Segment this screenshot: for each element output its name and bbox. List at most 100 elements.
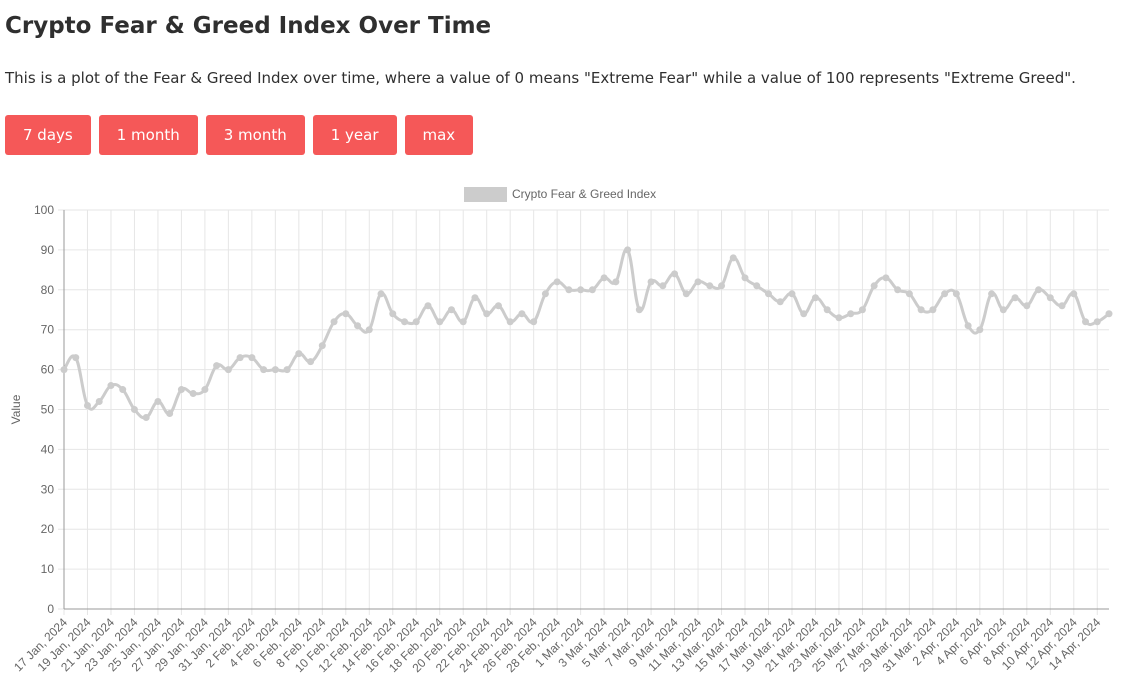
data-point <box>447 306 455 314</box>
data-point <box>729 254 737 262</box>
data-point <box>1070 290 1078 298</box>
data-point <box>635 306 643 314</box>
data-point <box>119 386 127 394</box>
data-point <box>577 286 585 294</box>
data-point <box>271 366 279 374</box>
data-point <box>694 278 702 286</box>
legend-label: Crypto Fear & Greed Index <box>512 187 656 201</box>
data-point <box>588 286 596 294</box>
data-point <box>858 306 866 314</box>
data-point <box>847 310 855 318</box>
y-tick-label: 40 <box>41 442 55 456</box>
data-point <box>964 322 972 330</box>
data-point <box>130 406 138 413</box>
y-tick-label: 20 <box>41 522 55 536</box>
y-tick-label: 100 <box>34 203 54 217</box>
range-button-group: 7 days 1 month 3 month 1 year max <box>5 115 474 155</box>
data-point <box>483 310 491 318</box>
range-1-year-button[interactable]: 1 year <box>312 115 397 155</box>
data-point <box>389 310 397 318</box>
y-tick-label: 70 <box>41 323 55 337</box>
data-point <box>764 290 772 298</box>
data-point <box>647 278 655 286</box>
data-point <box>811 294 819 302</box>
range-1-month-button[interactable]: 1 month <box>98 115 198 155</box>
data-point <box>553 278 561 286</box>
range-7-days-button[interactable]: 7 days <box>5 115 91 155</box>
data-point <box>800 310 808 318</box>
data-point <box>248 354 256 362</box>
data-point <box>1046 294 1054 302</box>
data-point <box>823 306 831 314</box>
data-point <box>565 286 573 294</box>
data-point <box>952 290 960 298</box>
data-point <box>83 402 91 410</box>
data-point <box>541 290 549 298</box>
data-point <box>377 290 385 298</box>
y-axis-title: Value <box>9 394 23 424</box>
data-point <box>177 386 185 394</box>
data-point <box>1105 310 1113 318</box>
data-point <box>894 286 902 294</box>
range-max-button[interactable]: max <box>404 115 474 155</box>
y-tick-label: 90 <box>41 243 55 257</box>
data-point <box>95 398 103 406</box>
data-point <box>999 306 1007 314</box>
y-tick-label: 60 <box>41 363 55 377</box>
data-point <box>905 290 913 298</box>
data-point <box>260 366 268 374</box>
data-point <box>706 282 714 290</box>
data-point <box>436 318 444 326</box>
data-point <box>917 306 925 314</box>
data-point <box>471 294 479 302</box>
data-point <box>307 358 315 366</box>
data-point <box>1082 318 1090 326</box>
legend-swatch <box>464 187 507 202</box>
data-point <box>518 310 526 318</box>
data-point <box>506 318 514 326</box>
data-point <box>142 413 150 421</box>
data-point <box>612 278 620 286</box>
data-point <box>1093 318 1101 326</box>
data-point <box>166 409 174 417</box>
data-point <box>941 290 949 298</box>
data-point <box>741 274 749 282</box>
data-point <box>671 270 679 278</box>
data-point <box>776 298 784 306</box>
data-point <box>659 282 667 290</box>
data-point <box>295 350 303 358</box>
data-point <box>236 354 244 362</box>
data-point <box>870 282 878 290</box>
y-tick-label: 50 <box>41 403 55 417</box>
y-tick-label: 10 <box>41 562 55 576</box>
data-point <box>976 326 984 334</box>
data-point <box>401 318 409 326</box>
data-point <box>788 290 796 298</box>
data-point <box>988 290 996 298</box>
chart-container: 0 10 20 30 40 50 60 70 80 90 100 17 Jan, 2024 19 Jan… <box>0 178 1123 697</box>
data-point <box>1058 302 1066 310</box>
data-point <box>354 322 362 330</box>
data-point <box>530 318 538 326</box>
y-tick-label: 30 <box>41 482 55 496</box>
data-point <box>624 246 632 254</box>
page-title: Crypto Fear & Greed Index Over Time <box>5 13 492 39</box>
data-point <box>213 362 221 370</box>
page-description: This is a plot of the Fear & Greed Index… <box>5 69 1076 87</box>
data-point <box>60 366 68 374</box>
data-point <box>189 390 197 398</box>
data-point <box>365 326 373 334</box>
data-point <box>154 398 162 406</box>
data-point <box>330 318 338 326</box>
data-point <box>72 354 80 362</box>
range-3-month-button[interactable]: 3 month <box>205 115 305 155</box>
series-line <box>62 247 1110 420</box>
data-point <box>201 386 209 394</box>
data-point <box>882 274 890 282</box>
y-tick-label: 0 <box>47 602 54 616</box>
data-point <box>1035 286 1043 294</box>
data-point <box>494 302 502 310</box>
data-point <box>224 366 232 374</box>
data-point <box>600 274 608 282</box>
